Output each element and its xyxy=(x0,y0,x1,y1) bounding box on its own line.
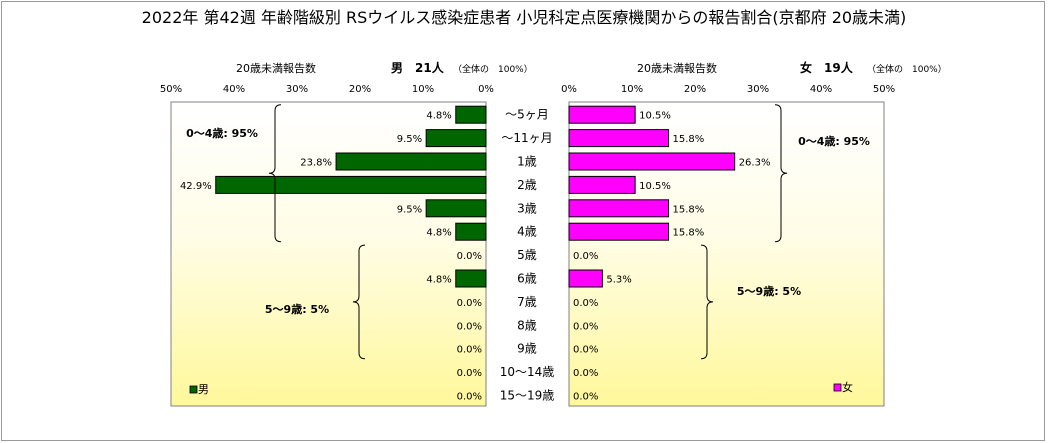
female-bar xyxy=(568,105,636,124)
age-category-label: 10～14歳 xyxy=(500,365,555,379)
male-group-label-0-4: 0～4歳: 95% xyxy=(186,126,258,140)
male-value-label: 0.0% xyxy=(457,321,482,332)
male-axis-tick: 0% xyxy=(478,84,494,95)
male-value-label: 42.9% xyxy=(180,181,212,192)
female-bar xyxy=(568,222,670,241)
chart-title: 2022年 第42週 年齢階級別 RSウイルス感染症患者 小児科定点医療機関から… xyxy=(142,8,907,27)
male-value-label: 4.8% xyxy=(426,111,451,122)
male-value-label: 0.0% xyxy=(457,251,482,262)
male-value-label: 4.8% xyxy=(426,275,451,286)
female-value-label: 15.8% xyxy=(673,134,705,145)
female-value-label: 26.3% xyxy=(739,158,771,169)
female-axis-tick: 10% xyxy=(621,84,643,95)
male-bar xyxy=(455,105,487,124)
age-category-label: 7歳 xyxy=(517,295,537,309)
male-value-label: 0.0% xyxy=(457,345,482,356)
female-value-label: 0.0% xyxy=(573,321,598,332)
male-plot-area xyxy=(170,101,487,407)
male-header-label: 20歳未満報告数 xyxy=(236,62,316,75)
female-header-label: 20歳未満報告数 xyxy=(637,62,717,75)
female-value-label: 0.0% xyxy=(573,298,598,309)
male-value-label: 9.5% xyxy=(397,134,422,145)
female-group-label-5-9: 5～9歳: 5% xyxy=(737,284,801,298)
age-category-label: 8歳 xyxy=(517,318,537,332)
female-value-label: 15.8% xyxy=(673,228,705,239)
female-bar xyxy=(568,129,670,148)
age-category-label: ～5ヶ月 xyxy=(505,108,549,122)
female-value-label: 5.3% xyxy=(606,275,631,286)
male-axis-tick: 40% xyxy=(223,84,245,95)
male-legend-swatch xyxy=(189,385,198,394)
male-bracket-0-4 xyxy=(268,104,282,243)
female-value-label: 0.0% xyxy=(573,368,598,379)
age-category-label: 1歳 xyxy=(517,155,537,169)
male-legend-label: 男 xyxy=(198,383,209,396)
female-value-label: 10.5% xyxy=(639,181,671,192)
female-axis-tick: 50% xyxy=(873,84,895,95)
male-axis-tick: 30% xyxy=(286,84,308,95)
female-bracket-0-4 xyxy=(774,104,788,243)
female-value-label: 10.5% xyxy=(639,111,671,122)
female-value-label: 0.0% xyxy=(573,392,598,403)
female-axis-tick: 30% xyxy=(747,84,769,95)
female-legend-label: 女 xyxy=(842,380,853,394)
female-header-note: （全体の 100%） xyxy=(867,63,947,75)
male-value-label: 4.8% xyxy=(426,228,451,239)
male-bar xyxy=(425,199,487,218)
female-value-label: 0.0% xyxy=(573,345,598,356)
male-header-value: 男 21人 xyxy=(391,60,445,75)
male-bar xyxy=(455,222,487,241)
male-value-label: 0.0% xyxy=(457,392,482,403)
female-legend-swatch xyxy=(833,383,842,392)
female-axis-tick: 40% xyxy=(810,84,832,95)
age-category-label: 2歳 xyxy=(517,178,537,192)
age-category-label: ～11ヶ月 xyxy=(501,131,552,145)
male-bar xyxy=(335,152,487,171)
female-bar xyxy=(568,269,603,288)
female-group-label-0-4: 0～4歳: 95% xyxy=(798,134,870,148)
age-category-label: 5歳 xyxy=(517,248,537,262)
age-category-label: 3歳 xyxy=(517,201,537,215)
male-value-label: 9.5% xyxy=(397,204,422,215)
female-header-value: 女 19人 xyxy=(800,60,854,75)
female-bar xyxy=(568,199,670,218)
male-bar xyxy=(455,269,487,288)
male-bar xyxy=(425,129,487,148)
age-category-label: 15～19歳 xyxy=(500,389,555,403)
female-bar xyxy=(568,175,636,194)
female-value-label: 0.0% xyxy=(573,251,598,262)
female-axis-tick: 0% xyxy=(561,84,577,95)
male-axis-tick: 10% xyxy=(412,84,434,95)
male-header-note: （全体の 100%） xyxy=(453,63,533,75)
female-bar xyxy=(568,152,736,171)
age-category-label: 4歳 xyxy=(517,225,537,239)
male-bar xyxy=(215,175,487,194)
male-value-label: 23.8% xyxy=(300,158,332,169)
age-category-label: 9歳 xyxy=(517,342,537,356)
male-value-label: 0.0% xyxy=(457,368,482,379)
female-axis-tick: 20% xyxy=(684,84,706,95)
male-value-label: 0.0% xyxy=(457,298,482,309)
male-axis-tick: 20% xyxy=(349,84,371,95)
female-bracket-5-9 xyxy=(700,244,714,360)
male-bracket-5-9 xyxy=(352,244,366,360)
female-value-label: 15.8% xyxy=(673,204,705,215)
age-category-label: 6歳 xyxy=(517,272,537,286)
male-axis-tick: 50% xyxy=(160,84,182,95)
male-group-label-5-9: 5～9歳: 5% xyxy=(265,302,329,316)
